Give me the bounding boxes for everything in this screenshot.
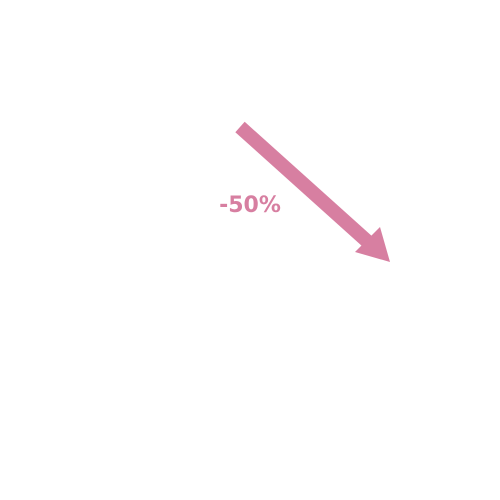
arrow-head xyxy=(355,227,390,262)
arrow-shaft xyxy=(235,121,373,248)
arrow xyxy=(235,121,390,262)
change-label: -50% xyxy=(219,193,281,218)
